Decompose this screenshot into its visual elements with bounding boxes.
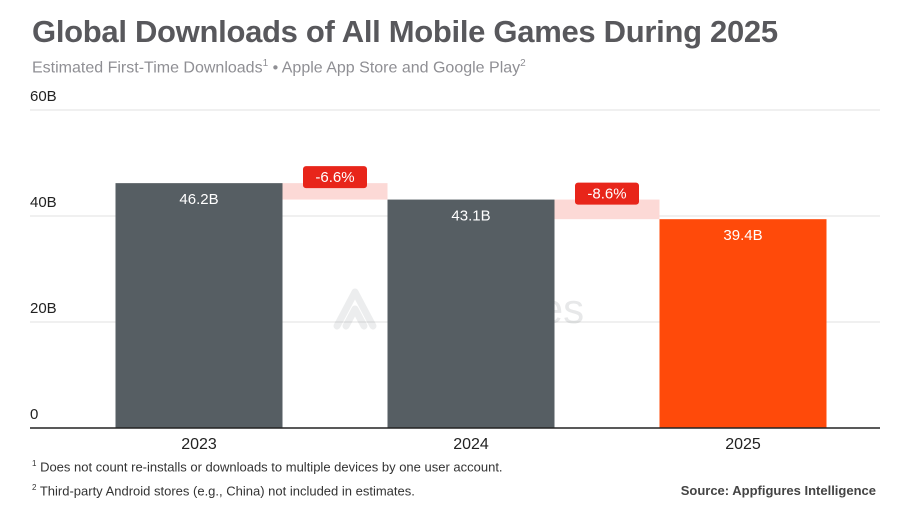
subtitle-text-1: Estimated First-Time Downloads	[32, 59, 263, 77]
change-badge-label-1: -6.6%	[315, 169, 354, 186]
y-tick-label-0: 0	[30, 406, 38, 423]
y-tick-label-40: 40B	[30, 194, 57, 211]
bar-value-label-2023: 46.2B	[179, 191, 218, 208]
footnote-1-marker: 1	[32, 459, 37, 468]
change-badge-2	[575, 182, 639, 205]
watermark-logo-icon	[333, 288, 377, 330]
appfigures-logo-icon	[333, 288, 377, 330]
footnote-1: 1 Does not count re-installs or download…	[32, 459, 503, 474]
source-credit: Source: Appfigures Intelligence	[680, 483, 876, 498]
bar-2024	[387, 199, 555, 428]
change-badge-label-2: -8.6%	[587, 186, 626, 203]
change-badge-1	[303, 166, 367, 189]
bar-2023	[115, 183, 283, 428]
chart-title: Global Downloads of All Mobile Games Dur…	[32, 14, 778, 49]
y-tick-label-20: 20B	[30, 300, 57, 317]
footnote-2-marker: 2	[32, 483, 37, 492]
x-tick-label-2025: 2025	[725, 436, 761, 453]
x-tick-label-2024: 2024	[453, 436, 489, 453]
subtitle-footnote-marker-2: 2	[520, 58, 526, 69]
subtitle-text-2: • Apple App Store and Google Play	[268, 59, 521, 77]
footnote-2-text: Third-party Android stores (e.g., China)…	[36, 483, 415, 499]
x-tick-label-2023: 2023	[181, 436, 217, 453]
bar-value-label-2024: 43.1B	[451, 208, 490, 225]
bar-2025	[659, 219, 827, 428]
bar-value-label-2025: 39.4B	[723, 227, 762, 244]
footnote-1-text: Does not count re-installs or downloads …	[36, 459, 503, 475]
y-tick-label-60: 60B	[30, 88, 57, 105]
footnote-2: 2 Third-party Android stores (e.g., Chin…	[32, 483, 415, 498]
subtitle-footnote-marker-1: 1	[262, 58, 269, 69]
chart-subtitle: Estimated First-Time Downloads1 • Apple …	[32, 58, 526, 77]
